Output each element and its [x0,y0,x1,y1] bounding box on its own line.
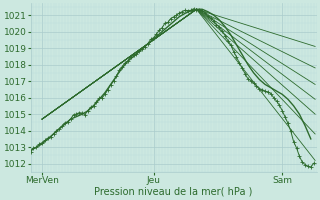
X-axis label: Pression niveau de la mer( hPa ): Pression niveau de la mer( hPa ) [94,187,253,197]
